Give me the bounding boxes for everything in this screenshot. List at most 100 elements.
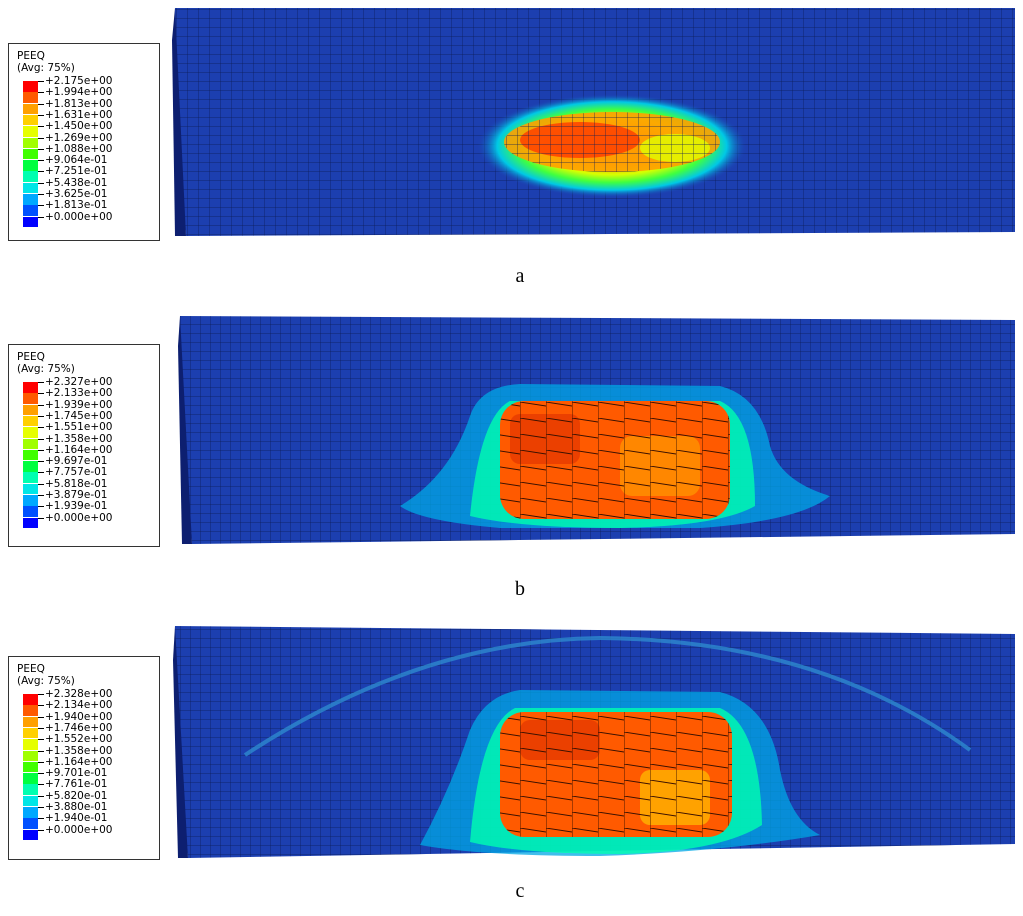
legend-tick — [38, 795, 44, 797]
legend-color-swatch — [23, 382, 38, 393]
legend-color-swatch — [23, 438, 38, 449]
legend-value: +0.000e+00 — [45, 511, 113, 524]
legend-tick — [38, 160, 44, 162]
legend-value: +1.813e+00 — [45, 97, 113, 110]
specimen-side-face-a — [172, 8, 186, 236]
legend-value: +9.697e-01 — [45, 455, 108, 468]
legend-value: +1.745e+00 — [45, 409, 113, 422]
caption-c: c — [515, 880, 525, 902]
legend-color-swatch — [23, 761, 38, 773]
legend-color-swatch — [23, 483, 38, 495]
legend-value: +1.551e+00 — [45, 421, 113, 434]
legend-color-swatch — [23, 495, 38, 506]
legend-value: +1.939e-01 — [45, 500, 108, 513]
legend-b: PEEQ (Avg: 75%) +2.327e+00 +2.133e+00 +1.9… — [8, 344, 160, 547]
legend-scale-c: +2.328e+00 +2.134e+00 +1.940e+00 +1.746e+00… — [17, 689, 159, 842]
legend-tick — [38, 382, 44, 383]
legend-value: +2.175e+00 — [45, 75, 113, 87]
legend-tick — [38, 103, 44, 105]
panel-b: PEEQ (Avg: 75%) +2.327e+00 +2.133e+00 +1.9… — [0, 306, 1023, 606]
caption-b: b — [515, 578, 525, 600]
legend-value: +7.757e-01 — [45, 466, 108, 479]
legend-color-swatch — [23, 114, 38, 126]
legend-tick — [38, 495, 44, 496]
legend-value: +5.818e-01 — [45, 477, 108, 490]
legend-averaging: (Avg: 75%) — [17, 675, 75, 687]
legend-tick — [38, 483, 44, 485]
legend-tick — [38, 818, 44, 820]
legend-color-swatch — [23, 205, 38, 216]
legend-color-swatch — [23, 171, 38, 182]
legend-a: PEEQ (Avg: 75%) +2.175e+00 +1.994e+00 +1.8… — [8, 43, 160, 241]
legend-color-swatch — [23, 829, 38, 841]
legend-color-swatch — [23, 160, 38, 171]
legend-tick — [38, 761, 44, 763]
legend-value: +1.450e+00 — [45, 120, 113, 133]
legend-value: +0.000e+00 — [45, 823, 113, 836]
legend-value: +0.000e+00 — [45, 210, 113, 223]
legend-value: +1.164e+00 — [45, 443, 113, 456]
contour-plot-c — [173, 626, 1015, 858]
legend-color-swatch — [23, 727, 38, 739]
panel-a: PEEQ (Avg: 75%) +2.175e+00 +1.994e+00 +1.8… — [0, 0, 1023, 300]
legend-value: +1.358e+00 — [45, 432, 113, 445]
legend-color-swatch — [23, 784, 38, 795]
legend-tick — [38, 182, 44, 184]
legend-value: +5.820e-01 — [45, 789, 108, 802]
legend-tick — [38, 461, 44, 463]
legend-value: +2.134e+00 — [45, 699, 113, 712]
legend-value: +1.088e+00 — [45, 142, 113, 155]
legend-color-swatch — [23, 705, 38, 716]
legend-color-swatch — [23, 194, 38, 205]
legend-value: +1.269e+00 — [45, 131, 113, 144]
legend-tick — [38, 216, 44, 218]
legend-value: +3.879e-01 — [45, 489, 108, 501]
contour-plot-b — [178, 316, 1015, 544]
legend-value: +7.761e-01 — [45, 778, 108, 791]
legend-tick — [38, 472, 44, 474]
legend-color-swatch — [23, 427, 38, 438]
legend-color-swatch — [23, 216, 38, 228]
legend-value: +1.939e+00 — [45, 398, 113, 411]
legend-tick — [38, 773, 44, 775]
legend-value: +2.328e+00 — [45, 688, 113, 700]
contour-plot-a — [172, 8, 1015, 236]
legend-value: +5.438e-01 — [45, 176, 108, 189]
legend-color-swatch — [23, 694, 38, 705]
legend-color-swatch — [23, 818, 38, 829]
specimen-side-face-c — [173, 626, 188, 858]
legend-color-swatch — [23, 148, 38, 160]
legend-tick — [38, 705, 44, 707]
legend-value: +1.813e-01 — [45, 199, 108, 212]
legend-value: +1.552e+00 — [45, 733, 113, 746]
legend-color-swatch — [23, 472, 38, 483]
legend-variable: PEEQ — [17, 663, 45, 675]
legend-color-swatch — [23, 795, 38, 807]
legend-variable: PEEQ — [17, 351, 45, 363]
legend-tick — [38, 81, 44, 82]
legend-color-swatch — [23, 103, 38, 115]
legend-value: +1.746e+00 — [45, 721, 113, 734]
legend-value: +1.940e-01 — [45, 812, 108, 825]
legend-tick — [38, 807, 44, 808]
legend-color-swatch — [23, 716, 38, 728]
legend-tick — [38, 171, 44, 173]
legend-averaging: (Avg: 75%) — [17, 62, 75, 74]
legend-c: PEEQ (Avg: 75%) +2.328e+00 +2.134e+00 +1.9… — [8, 656, 160, 860]
legend-tick — [38, 92, 44, 94]
legend-color-swatch — [23, 807, 38, 818]
legend-color-swatch — [23, 404, 38, 416]
legend-tick — [38, 449, 44, 451]
legend-tick — [38, 205, 44, 207]
legend-value: +1.164e+00 — [45, 755, 113, 768]
legend-tick — [38, 114, 44, 116]
legend-tick — [38, 393, 44, 395]
legend-value: +9.701e-01 — [45, 767, 108, 780]
legend-tick — [38, 194, 44, 195]
legend-color-swatch — [23, 739, 38, 750]
legend-tick — [38, 438, 44, 440]
legend-color-swatch — [23, 506, 38, 517]
legend-color-swatch — [23, 517, 38, 529]
legend-value: +1.358e+00 — [45, 744, 113, 757]
legend-color-swatch — [23, 81, 38, 92]
